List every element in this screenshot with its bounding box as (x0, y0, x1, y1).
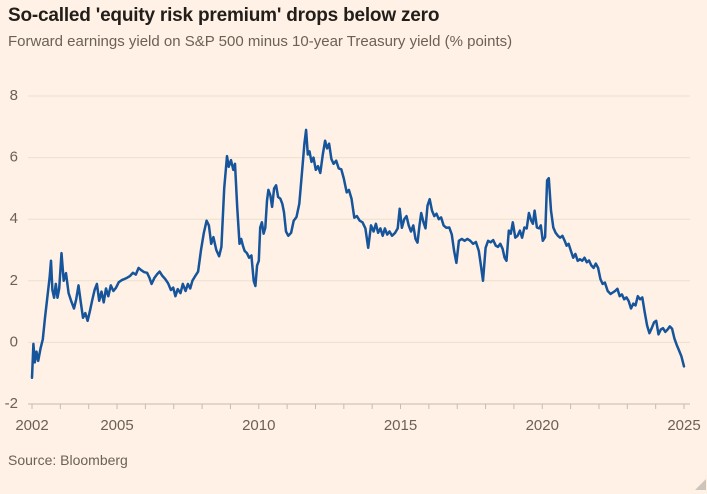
x-axis-label: 2025 (667, 417, 700, 434)
source-credit: Source: Bloomberg (8, 452, 128, 468)
data-line-series (30, 128, 686, 380)
y-axis-label: 8 (10, 87, 18, 104)
y-axis-label: 6 (10, 149, 18, 166)
chart-subtitle: Forward earnings yield on S&P 500 minus … (8, 33, 513, 50)
y-axis-label: -2 (5, 395, 18, 412)
x-axis-label: 2015 (384, 417, 417, 434)
x-axis-label: 2020 (526, 417, 559, 434)
y-axis-label: 4 (10, 210, 18, 227)
chart-title: So-called 'equity risk premium' drops be… (8, 5, 440, 26)
x-axis-label: 2002 (15, 417, 48, 434)
resize-handle-icon[interactable] (695, 479, 706, 490)
x-axis-label: 2005 (100, 417, 133, 434)
x-axis-label: 2010 (242, 417, 275, 434)
y-axis-label: 0 (10, 333, 18, 350)
y-axis-label: 2 (10, 272, 18, 289)
